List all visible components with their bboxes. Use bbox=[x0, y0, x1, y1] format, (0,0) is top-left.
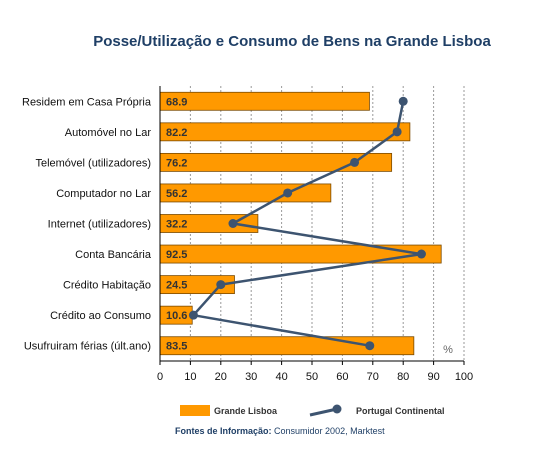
x-tick-label: 70 bbox=[367, 371, 379, 383]
x-tick-label: 50 bbox=[306, 371, 318, 383]
category-label: Crédito ao Consumo bbox=[50, 310, 151, 322]
line-point bbox=[365, 341, 375, 351]
line-point bbox=[398, 96, 408, 106]
source-text: Consumidor 2002, Marktest bbox=[274, 426, 385, 436]
line-point bbox=[216, 280, 226, 290]
line-point bbox=[350, 157, 360, 167]
line-point bbox=[188, 310, 198, 320]
bar bbox=[159, 122, 411, 142]
category-label: Automóvel no Lar bbox=[65, 127, 152, 139]
x-tick-labels: 0 10 20 30 40 50 60 70 80 90 100 bbox=[157, 361, 473, 383]
category-label: Computador no Lar bbox=[56, 188, 151, 200]
x-tick-label: 60 bbox=[336, 371, 348, 383]
bar-value-label: 68.9 bbox=[166, 96, 187, 108]
legend-bar-label: Grande Lisboa bbox=[214, 406, 278, 416]
bar-value-label: 24.5 bbox=[166, 280, 187, 292]
category-label: Internet (utilizadores) bbox=[48, 219, 151, 231]
category-label: Telemóvel (utilizadores) bbox=[35, 157, 151, 169]
bar bbox=[159, 91, 370, 111]
unit-label: % bbox=[443, 344, 453, 356]
bar bbox=[159, 336, 415, 356]
bar-value-label: 10.6 bbox=[166, 310, 187, 322]
x-tick-label: 40 bbox=[275, 371, 287, 383]
category-labels: Residem em Casa Própria Automóvel no Lar T… bbox=[22, 96, 152, 352]
bar-value-label: 76.2 bbox=[166, 157, 187, 169]
bars: 68.9 82.2 76.2 56.2 32.2 92.5 24.5 10.6 83.5 bbox=[159, 91, 442, 356]
category-label: Conta Bancária bbox=[75, 249, 152, 261]
x-tick-label: 80 bbox=[397, 371, 409, 383]
line-point bbox=[416, 249, 426, 259]
source-label: Fontes de Informação: bbox=[175, 426, 272, 436]
bar-value-label: 82.2 bbox=[166, 127, 187, 139]
x-tick-label: 90 bbox=[427, 371, 439, 383]
x-tick-label: 0 bbox=[157, 371, 163, 383]
chart-title: Posse/Utilização e Consumo de Bens na Gr… bbox=[93, 33, 491, 50]
x-tick-label: 20 bbox=[215, 371, 227, 383]
bar bbox=[159, 244, 442, 264]
x-tick-label: 10 bbox=[184, 371, 196, 383]
line-point bbox=[392, 127, 402, 137]
line-series bbox=[188, 96, 426, 351]
bar-value-label: 56.2 bbox=[166, 188, 187, 200]
legend: Grande Lisboa Portugal Continental bbox=[180, 404, 445, 417]
category-label: Crédito Habitação bbox=[63, 280, 151, 292]
legend-line-label: Portugal Continental bbox=[356, 406, 445, 416]
bar-value-label: 83.5 bbox=[166, 341, 187, 353]
category-label: Residem em Casa Própria bbox=[22, 96, 152, 108]
x-tick-label: 100 bbox=[455, 371, 473, 383]
legend-line-swatch bbox=[309, 407, 338, 417]
source-note: Fontes de Informação: Consumidor 2002, M… bbox=[175, 426, 385, 436]
bar-value-label: 92.5 bbox=[166, 249, 187, 261]
bar-value-label: 32.2 bbox=[166, 219, 187, 231]
category-label: Usufruiram férias (últ.ano) bbox=[24, 341, 151, 353]
line-point bbox=[283, 188, 293, 198]
legend-line-marker bbox=[332, 404, 342, 414]
x-tick-label: 30 bbox=[245, 371, 257, 383]
legend-bar-swatch bbox=[180, 405, 210, 416]
line-point bbox=[228, 219, 238, 228]
